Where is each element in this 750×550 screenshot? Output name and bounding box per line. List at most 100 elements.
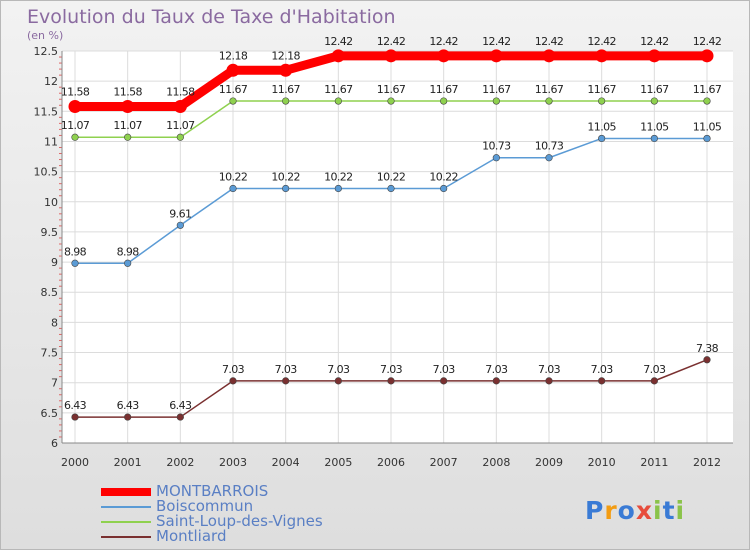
data-point — [650, 134, 658, 143]
data-label: 7.03 — [327, 363, 350, 376]
data-point — [703, 356, 711, 364]
data-point — [598, 377, 606, 385]
x-tick-label: 2010 — [588, 456, 616, 469]
data-point — [124, 259, 132, 267]
data-point — [647, 49, 661, 63]
data-point — [492, 154, 500, 162]
data-label: 6.43 — [64, 399, 87, 412]
data-label: 8.98 — [64, 245, 87, 258]
data-label: 7.38 — [696, 342, 719, 355]
data-point — [279, 63, 293, 77]
data-point — [282, 97, 290, 105]
unit-label: (en %) — [27, 29, 64, 42]
data-point — [598, 97, 606, 105]
data-label: 11.67 — [377, 83, 406, 96]
series-layer — [68, 49, 714, 421]
data-point — [71, 259, 79, 267]
data-point — [598, 134, 606, 143]
data-point — [387, 184, 395, 193]
y-tick-label: 6.5 — [41, 407, 59, 420]
legend-label: Montliard — [156, 527, 227, 545]
data-label: 7.03 — [643, 363, 666, 376]
data-label: 10.22 — [377, 171, 406, 184]
data-point — [542, 49, 556, 63]
data-label: 10.73 — [482, 140, 511, 153]
x-tick-label: 2011 — [640, 456, 668, 469]
data-point — [489, 49, 503, 63]
y-tick-label: 12.5 — [34, 45, 59, 58]
data-point — [387, 97, 395, 105]
data-label: 7.03 — [380, 363, 403, 376]
data-point — [229, 184, 237, 193]
data-label: 11.67 — [271, 83, 300, 96]
data-point — [124, 413, 132, 421]
data-point — [440, 184, 448, 193]
plot-area — [62, 51, 733, 443]
y-tick-label: 9.5 — [41, 226, 59, 239]
data-label: 11.67 — [693, 83, 722, 96]
data-label: 12.42 — [482, 35, 511, 48]
chart-title: Evolution du Taux de Taxe d'Habitation — [27, 6, 396, 28]
data-label: 7.03 — [275, 363, 298, 376]
data-point — [173, 99, 187, 113]
x-tick-label: 2009 — [535, 456, 563, 469]
legend-label: MONTBARROIS — [156, 482, 269, 500]
y-tick-label: 9 — [51, 256, 58, 269]
svg-text:Proxiti: Proxiti — [585, 496, 685, 525]
data-point — [282, 184, 290, 193]
data-label: 11.05 — [693, 120, 722, 133]
data-point — [334, 377, 342, 385]
data-point — [124, 133, 132, 141]
data-label: 9.61 — [169, 207, 191, 220]
y-tick-label: 10.5 — [34, 166, 59, 179]
x-tick-label: 2002 — [166, 456, 194, 469]
data-label: 12.42 — [640, 35, 669, 48]
data-label: 12.42 — [377, 35, 406, 48]
y-tick-label: 7 — [51, 377, 58, 390]
data-label: 11.58 — [113, 85, 142, 98]
data-point — [71, 133, 79, 141]
data-point — [334, 184, 342, 193]
x-tick-label: 2008 — [482, 456, 510, 469]
data-label: 12.18 — [219, 49, 248, 62]
data-label: 11.07 — [113, 119, 142, 132]
data-label: 7.03 — [222, 363, 245, 376]
data-point — [176, 413, 184, 421]
data-point — [440, 97, 448, 105]
legend-label: Boiscommun — [156, 497, 254, 515]
data-point — [492, 377, 500, 385]
data-point — [703, 97, 711, 105]
data-point — [703, 134, 711, 143]
x-tick-label: 2003 — [219, 456, 247, 469]
legend-swatch — [101, 521, 151, 523]
x-tick-label: 2006 — [377, 456, 405, 469]
legend-swatch — [101, 536, 151, 538]
data-label: 10.22 — [271, 171, 300, 184]
data-label: 7.03 — [538, 363, 561, 376]
data-point — [595, 49, 609, 63]
data-label-layer: 6.43 6.43 6.43 7.03 7.03 7.03 7.03 7.03 7.03 7.03… — [61, 35, 723, 412]
data-label: 12.42 — [587, 35, 616, 48]
data-label: 11.67 — [640, 83, 669, 96]
data-point — [650, 377, 658, 385]
data-point — [545, 377, 553, 385]
axis-layer: 6 6.5 7 7.5 8 8.5 9 9.5 10 10.5 11 11.5 12 12.5 2000 20… — [34, 45, 733, 469]
data-label: 6.43 — [117, 399, 140, 412]
data-point — [331, 49, 345, 63]
legend-label: Saint-Loup-des-Vignes — [156, 512, 323, 530]
data-label: 12.18 — [271, 49, 300, 62]
data-label: 8.98 — [117, 245, 140, 258]
data-label: 11.05 — [640, 120, 669, 133]
data-label: 11.58 — [61, 85, 90, 98]
legend-swatch — [101, 488, 151, 496]
data-label: 10.22 — [429, 171, 458, 184]
x-tick-label: 2007 — [430, 456, 458, 469]
data-point — [121, 99, 135, 113]
data-point — [437, 49, 451, 63]
y-tick-label: 7.5 — [41, 347, 59, 360]
y-tick-label: 6 — [51, 437, 58, 450]
y-tick-label: 11.5 — [34, 105, 59, 118]
data-label: 11.67 — [429, 83, 458, 96]
data-label: 11.67 — [482, 83, 511, 96]
